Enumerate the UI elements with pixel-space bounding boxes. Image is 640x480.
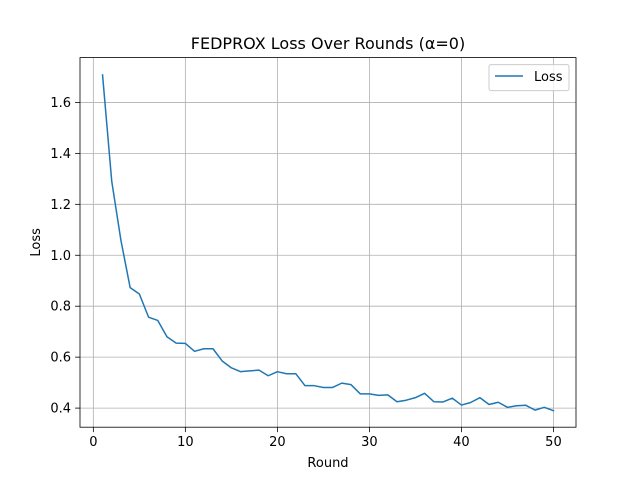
y-tick-label: 1.0 <box>50 249 71 264</box>
x-tick-label: 50 <box>545 435 562 450</box>
y-axis-label: Loss <box>29 228 44 257</box>
y-tick-label: 0.6 <box>50 351 71 366</box>
y-tick-label: 1.6 <box>50 96 71 111</box>
series-line-loss <box>101 74 555 412</box>
tick-labels: 0 10 20 30 40 50 0.4 0.6 0.8 1.0 1.2 1.4 1.6 <box>50 96 561 450</box>
y-tick-label: 0.4 <box>50 402 71 417</box>
x-tick-label: 40 <box>453 435 470 450</box>
plot-area <box>80 57 576 428</box>
legend-box <box>488 64 570 92</box>
x-tick-label: 30 <box>361 435 378 450</box>
legend-label-loss: Loss <box>534 70 563 85</box>
axis-ticks <box>75 102 554 433</box>
x-tick-label: 10 <box>177 435 194 450</box>
y-tick-label: 0.8 <box>50 300 71 315</box>
y-tick-label: 1.4 <box>50 147 71 162</box>
legend: Loss <box>488 64 570 92</box>
grid <box>80 57 576 428</box>
data-series <box>101 74 555 412</box>
plot-frame <box>79 57 577 428</box>
x-axis-label: Round <box>307 456 348 471</box>
x-tick-label: 20 <box>269 435 286 450</box>
y-tick-label: 1.2 <box>50 198 71 213</box>
chart-title: FEDPROX Loss Over Rounds (α=0) <box>191 34 465 53</box>
x-tick-label: 0 <box>89 435 97 450</box>
